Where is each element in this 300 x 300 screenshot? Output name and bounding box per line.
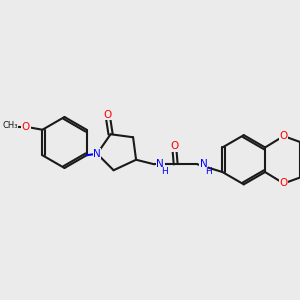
Text: N: N bbox=[200, 159, 207, 169]
Text: H: H bbox=[161, 167, 168, 176]
Text: H: H bbox=[205, 167, 212, 176]
Text: O: O bbox=[22, 122, 30, 132]
Text: O: O bbox=[280, 131, 288, 141]
Text: O: O bbox=[170, 141, 178, 151]
Text: O: O bbox=[280, 178, 288, 188]
Text: CH₃: CH₃ bbox=[3, 121, 18, 130]
Text: O: O bbox=[103, 110, 112, 120]
Text: N: N bbox=[157, 159, 164, 169]
Text: N: N bbox=[93, 149, 101, 159]
